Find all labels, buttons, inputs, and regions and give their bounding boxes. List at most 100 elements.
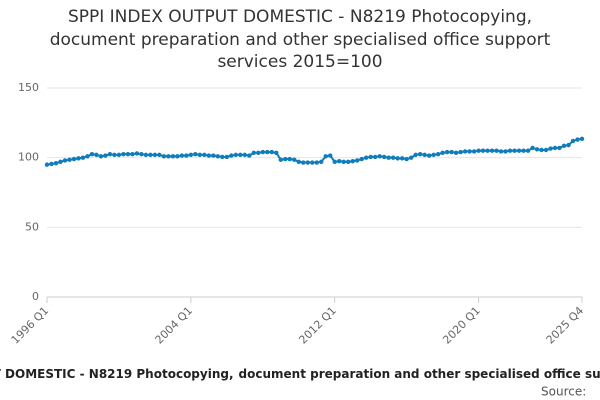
point bbox=[206, 153, 212, 158]
point bbox=[521, 148, 526, 153]
point bbox=[256, 150, 261, 155]
point bbox=[305, 160, 310, 165]
point bbox=[296, 159, 301, 165]
point bbox=[579, 136, 585, 142]
point bbox=[229, 153, 234, 158]
point bbox=[539, 147, 544, 153]
point bbox=[211, 153, 216, 158]
point bbox=[557, 145, 562, 151]
point bbox=[575, 137, 580, 142]
point bbox=[148, 152, 153, 158]
point bbox=[184, 153, 189, 158]
point bbox=[283, 156, 288, 162]
point bbox=[265, 149, 270, 155]
point bbox=[381, 154, 387, 160]
footer-part: document preparation and other specialis… bbox=[239, 367, 600, 381]
point bbox=[494, 148, 499, 153]
point bbox=[480, 148, 486, 153]
point bbox=[525, 148, 531, 153]
point bbox=[238, 152, 243, 158]
point bbox=[444, 149, 450, 155]
point bbox=[350, 158, 355, 164]
point bbox=[485, 148, 490, 153]
point bbox=[337, 158, 342, 164]
point bbox=[413, 152, 418, 158]
point bbox=[193, 151, 198, 157]
point bbox=[422, 152, 427, 158]
point bbox=[417, 151, 423, 157]
point bbox=[242, 152, 248, 158]
point bbox=[166, 154, 171, 159]
point bbox=[53, 161, 59, 166]
footer-part: SPPI INDEX OUTPUT DOMESTIC - N8219 Photo… bbox=[0, 367, 234, 381]
chart-title: SPPI INDEX OUTPUT DOMESTIC - N8219 Photo… bbox=[68, 7, 532, 27]
x-tick-label: 2020 Q1 bbox=[440, 304, 483, 347]
point bbox=[328, 153, 333, 158]
point bbox=[152, 152, 158, 158]
point bbox=[233, 152, 239, 158]
point bbox=[247, 153, 252, 158]
point bbox=[440, 150, 445, 155]
point bbox=[346, 159, 351, 165]
point bbox=[341, 159, 346, 165]
point bbox=[395, 156, 400, 161]
point bbox=[476, 148, 481, 153]
point bbox=[404, 156, 409, 162]
y-tick-label: 50 bbox=[25, 220, 39, 233]
point bbox=[426, 153, 432, 158]
point bbox=[134, 151, 140, 156]
point bbox=[552, 145, 558, 151]
point bbox=[58, 159, 63, 165]
point bbox=[364, 155, 369, 160]
point bbox=[85, 154, 90, 159]
point bbox=[125, 151, 131, 157]
point bbox=[139, 151, 144, 157]
point bbox=[323, 154, 328, 159]
x-tick-label: 2012 Q1 bbox=[296, 304, 339, 347]
point bbox=[112, 152, 117, 158]
point bbox=[107, 151, 113, 157]
point bbox=[368, 154, 373, 160]
point bbox=[512, 148, 517, 153]
point bbox=[314, 160, 319, 165]
point bbox=[503, 149, 508, 154]
point bbox=[251, 150, 257, 155]
point bbox=[458, 149, 463, 155]
point bbox=[157, 152, 162, 158]
point bbox=[462, 149, 468, 154]
point bbox=[287, 156, 292, 162]
point bbox=[498, 149, 504, 154]
point bbox=[121, 151, 126, 157]
point bbox=[566, 142, 571, 148]
point bbox=[489, 148, 495, 153]
chart-title: document preparation and other specialis… bbox=[50, 30, 551, 50]
point bbox=[161, 154, 167, 159]
point bbox=[197, 152, 203, 158]
point bbox=[301, 160, 306, 165]
point bbox=[62, 158, 68, 163]
point bbox=[103, 153, 108, 158]
footer-title: SPPI INDEX OUTPUT DOMESTIC - N8219 Photo… bbox=[0, 367, 600, 381]
y-tick-label: 150 bbox=[18, 81, 39, 94]
point bbox=[89, 151, 95, 157]
point bbox=[355, 158, 360, 163]
point bbox=[570, 138, 576, 144]
point bbox=[175, 154, 180, 159]
point bbox=[471, 149, 477, 154]
point bbox=[359, 156, 364, 162]
chart-title: services 2015=100 bbox=[217, 52, 382, 72]
source: Source: bbox=[541, 385, 586, 399]
point bbox=[202, 152, 207, 158]
x-tick-label: 2004 Q1 bbox=[153, 304, 196, 347]
point bbox=[534, 147, 540, 152]
point bbox=[449, 149, 454, 155]
point bbox=[399, 156, 405, 161]
x-tick-label: 1996 Q1 bbox=[9, 304, 52, 347]
point bbox=[179, 153, 185, 158]
point bbox=[220, 154, 225, 160]
point bbox=[543, 147, 549, 153]
point bbox=[548, 146, 553, 151]
point bbox=[224, 154, 230, 160]
point bbox=[71, 156, 77, 162]
